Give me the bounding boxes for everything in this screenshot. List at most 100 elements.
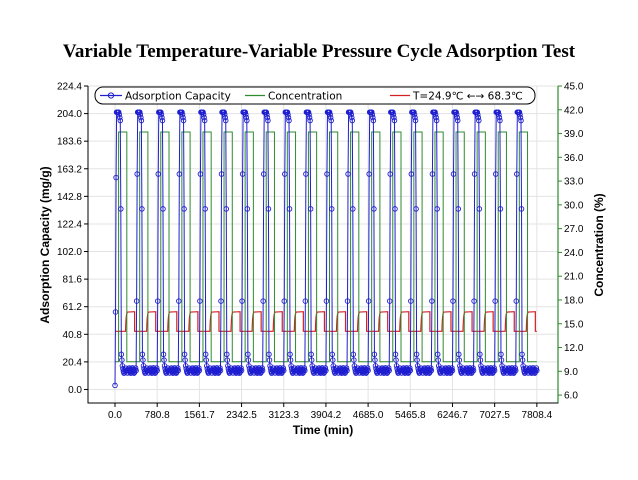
adsorption-point <box>411 109 417 115</box>
adsorption-point <box>180 114 186 121</box>
adsorption-point <box>158 109 164 115</box>
adsorption-point <box>153 365 160 371</box>
adsorption-point <box>308 351 314 358</box>
adsorption-point <box>218 171 225 177</box>
adsorption-point <box>115 109 122 115</box>
adsorption-point <box>140 357 146 363</box>
adsorption-point <box>133 367 139 374</box>
adsorption-point <box>429 298 435 304</box>
y2-tick-label: 36.0 <box>564 153 584 164</box>
adsorption-point <box>519 357 526 363</box>
adsorption-point <box>514 171 520 177</box>
x-tick-label: 3123.3 <box>268 410 299 421</box>
adsorption-point <box>392 351 399 358</box>
adsorption-point <box>264 111 270 118</box>
adsorption-point <box>453 109 459 115</box>
adsorption-point <box>260 171 267 177</box>
y-tick-label: 204.0 <box>57 109 82 120</box>
adsorption-point <box>365 367 371 374</box>
x-tick-label: 3904.2 <box>311 410 342 421</box>
adsorption-point <box>414 357 420 363</box>
adsorption-point <box>393 357 399 363</box>
adsorption-point <box>138 114 144 121</box>
adsorption-point <box>239 171 246 177</box>
adsorption-point <box>287 351 293 358</box>
adsorption-point <box>265 206 272 212</box>
adsorption-point <box>324 171 330 177</box>
adsorption-point <box>364 365 371 371</box>
adsorption-point <box>517 111 523 118</box>
adsorption-point <box>328 206 335 212</box>
adsorption-point <box>369 111 376 118</box>
adsorption-point <box>282 171 288 177</box>
adsorption-point <box>385 365 392 371</box>
adsorption-point <box>492 171 499 177</box>
y-tick-label: 81.6 <box>63 275 83 286</box>
adsorption-point <box>391 117 398 124</box>
adsorption-point <box>344 298 351 304</box>
legend: Adsorption Capacity Concentration T=24.9… <box>94 86 536 105</box>
adsorption-point <box>471 298 477 304</box>
adsorption-point <box>287 357 294 363</box>
adsorption-point <box>495 109 502 115</box>
y-tick-label: 122.4 <box>57 219 82 230</box>
adsorption-point <box>370 114 376 121</box>
y-tick-label: 102.0 <box>57 247 82 258</box>
adsorption-point <box>196 367 203 374</box>
x-tick-label: 0.0 <box>108 410 122 421</box>
adsorption-point <box>223 206 230 212</box>
adsorption-point <box>117 114 123 121</box>
adsorption-point <box>259 365 265 371</box>
y2-tick-label: 39.0 <box>564 129 584 140</box>
adsorption-point <box>112 382 118 389</box>
adsorption-point <box>329 351 335 358</box>
x-tick-label: 5465.8 <box>395 410 426 421</box>
adsorption-point <box>260 298 266 304</box>
adsorption-point <box>390 109 396 115</box>
y2-tick-label: 24.0 <box>564 248 584 259</box>
adsorption-point <box>496 114 503 121</box>
adsorption-point <box>456 351 462 358</box>
adsorption-point <box>264 114 271 121</box>
x-tick-label: 7027.5 <box>479 410 510 421</box>
adsorption-point <box>496 111 502 118</box>
adsorption-point <box>434 206 440 212</box>
adsorption-point <box>390 111 397 118</box>
adsorption-point <box>349 114 355 121</box>
adsorption-point <box>280 365 286 371</box>
adsorption-point <box>371 206 377 212</box>
adsorption-point <box>305 109 312 115</box>
adsorption-point <box>498 351 504 358</box>
adsorption-point <box>154 367 160 374</box>
y-tick-label: 224.4 <box>57 82 82 93</box>
adsorption-point <box>224 357 231 363</box>
adsorption-point <box>433 114 439 121</box>
adsorption-point <box>513 298 520 304</box>
adsorption-point <box>408 171 415 177</box>
adsorption-point <box>201 117 208 124</box>
adsorption-point <box>221 111 228 118</box>
adsorption-series <box>112 109 540 389</box>
adsorption-point <box>497 117 503 124</box>
adsorption-point <box>259 367 266 374</box>
y-tick-label: 0.0 <box>68 385 82 396</box>
adsorption-point <box>238 367 245 374</box>
adsorption-point <box>265 117 271 124</box>
adsorption-point <box>281 298 288 304</box>
adsorption-point <box>239 298 245 304</box>
adsorption-point <box>119 357 125 363</box>
adsorption-point <box>182 357 188 363</box>
adsorption-point <box>218 298 224 304</box>
adsorption-point <box>306 111 312 118</box>
adsorption-point <box>224 351 230 358</box>
adsorption-point <box>455 206 462 212</box>
adsorption-point <box>350 351 357 358</box>
adsorption-point <box>133 298 140 304</box>
adsorption-point <box>118 206 124 212</box>
adsorption-point <box>351 357 357 363</box>
adsorption-point <box>307 206 314 212</box>
adsorption-point <box>454 117 461 124</box>
adsorption-point <box>370 117 377 124</box>
adsorption-point <box>245 357 252 363</box>
adsorption-point <box>301 365 308 371</box>
